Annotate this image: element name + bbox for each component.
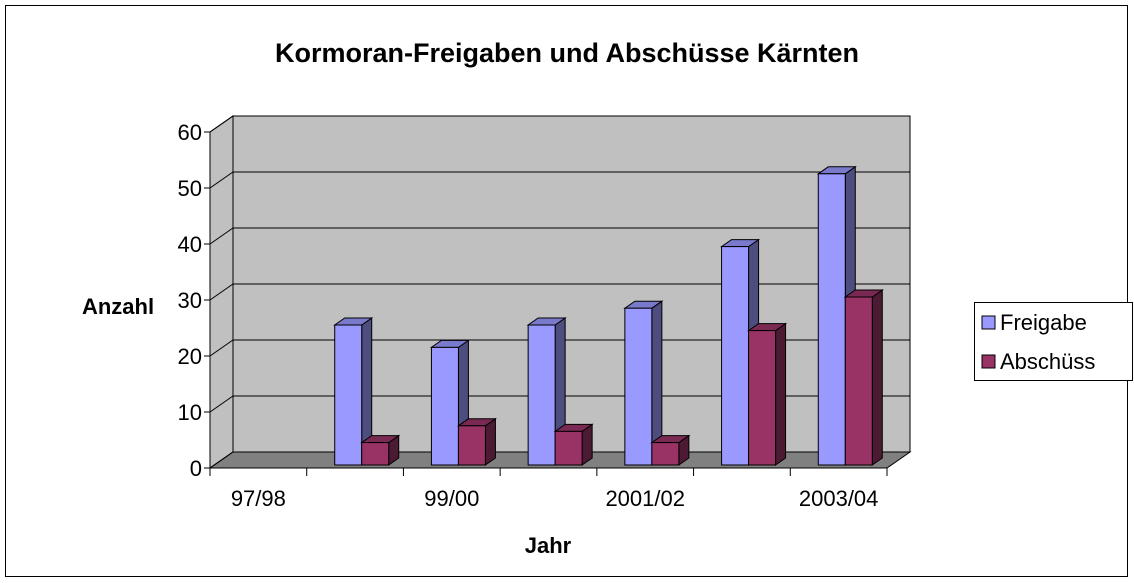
legend-swatch <box>981 315 996 330</box>
legend-label: Abschüss <box>1000 349 1095 374</box>
bar <box>554 430 583 466</box>
grid-line <box>209 339 910 357</box>
grid-line <box>209 395 910 413</box>
x-tick-label: 99/00 <box>424 486 479 511</box>
y-tick-label: 50 <box>178 176 202 201</box>
x-tick-label: 97/98 <box>231 486 286 511</box>
y-tick-label: 60 <box>178 120 202 145</box>
grid-line <box>209 171 910 189</box>
grid-line <box>209 283 910 301</box>
bar <box>651 442 680 466</box>
bar <box>527 324 556 466</box>
y-tick-label: 0 <box>190 456 202 481</box>
bar <box>361 442 390 466</box>
bar <box>624 307 653 466</box>
bar <box>844 296 873 466</box>
grid-line <box>209 115 910 133</box>
x-tick-label: 2001/02 <box>605 486 685 511</box>
y-tick-label: 40 <box>178 232 202 257</box>
x-axis-label: Jahr <box>525 533 572 558</box>
x-tick-label: 2003/04 <box>799 486 879 511</box>
y-tick-label: 30 <box>178 288 202 313</box>
bar <box>721 246 750 466</box>
grid-line <box>209 227 910 245</box>
bar-side <box>775 322 787 466</box>
bar <box>817 173 846 466</box>
legend-box <box>974 302 1133 381</box>
legend <box>974 302 1133 381</box>
bar-side <box>484 417 496 466</box>
y-axis-label: Anzahl <box>82 294 154 319</box>
legend-swatch <box>981 354 996 369</box>
y-tick-label: 20 <box>178 344 202 369</box>
legend-label: Freigabe <box>1000 310 1087 335</box>
bar <box>334 324 363 466</box>
chart-title: Kormoran-Freigaben und Abschüsse Kärnten <box>275 38 859 68</box>
bar-side <box>871 289 883 466</box>
bar <box>457 425 486 466</box>
y-tick-label: 10 <box>178 400 202 425</box>
bar <box>430 346 459 466</box>
bar <box>748 330 777 466</box>
